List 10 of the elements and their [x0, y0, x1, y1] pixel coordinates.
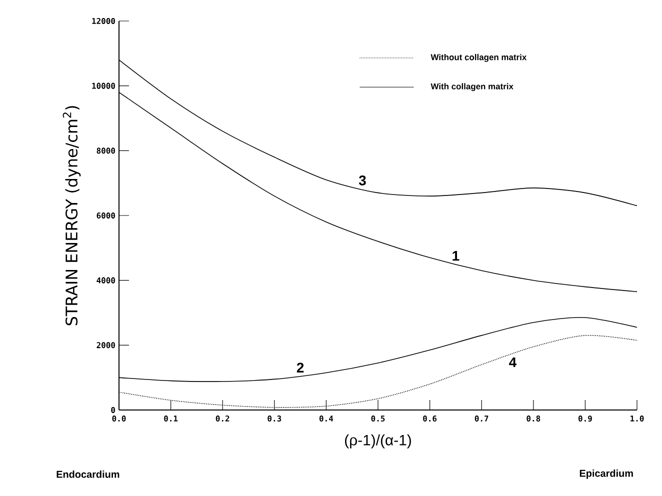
y-axis-title: STRAIN ENERGY (dyne/cm$^{2}$) — [62, 106, 81, 326]
series-label: 1 — [452, 251, 460, 261]
annotation: Without collagen matrix — [430, 54, 527, 62]
series-label: 4 — [509, 357, 516, 368]
annotation: With collagen matrix — [430, 83, 514, 92]
series-label: 3 — [358, 175, 366, 186]
text: Epicardium — [580, 470, 633, 479]
series-label: 2 — [296, 362, 304, 372]
text: Endocardium — [56, 470, 120, 478]
x-axis-title: (ρ-1)/(α-1) — [345, 434, 411, 448]
